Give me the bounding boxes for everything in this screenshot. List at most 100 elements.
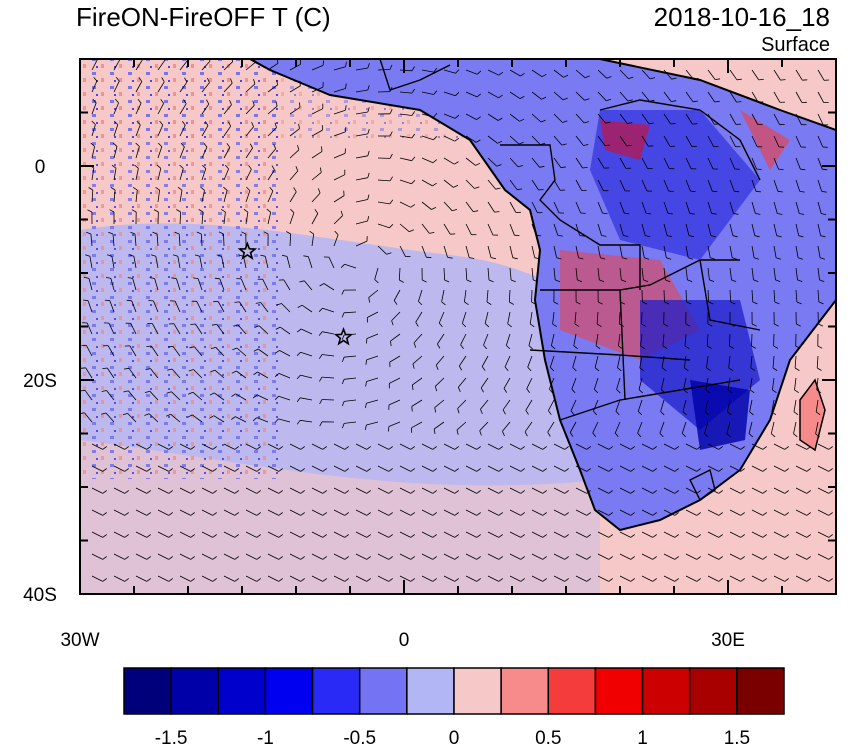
wind-barb-flag: [628, 76, 634, 79]
wind-barb-flag: [278, 578, 283, 582]
wind-barb-flag: [126, 299, 132, 302]
wind-barb: [531, 69, 543, 78]
wind-barb-flag: [454, 114, 460, 119]
wind-barb: [398, 267, 401, 281]
wind-barb-flag: [410, 490, 415, 494]
wind-barb: [179, 81, 188, 93]
wind-barb: [105, 412, 115, 423]
wind-barb-flag: [460, 344, 464, 349]
wind-barb-flag: [693, 78, 699, 80]
wind-barb: [527, 355, 533, 368]
wind-barb-flag: [145, 368, 151, 370]
wind-barb: [311, 86, 324, 93]
wind-barb: [817, 91, 825, 103]
wind-barb: [465, 91, 478, 98]
wind-barb-flag: [710, 257, 716, 260]
wind-barb: [366, 377, 379, 382]
wind-barb: [685, 465, 697, 472]
wind-barb: [706, 355, 709, 368]
wind-barb-flag: [534, 257, 540, 260]
wind-barb-flag: [696, 556, 701, 560]
wind-barb: [236, 347, 247, 357]
wind-barb: [399, 443, 411, 450]
wind-barb: [751, 245, 755, 258]
wind-barb-flag: [433, 67, 438, 73]
wind-barb-flag: [124, 446, 129, 450]
wind-barb: [245, 147, 253, 159]
wind-barb-flag: [704, 411, 710, 416]
wind-barb: [641, 509, 653, 516]
wind-barb-flag: [661, 389, 666, 394]
wind-barb-flag: [821, 213, 827, 215]
wind-barb: [597, 531, 609, 538]
wind-barb: [171, 391, 181, 401]
wind-barb: [279, 326, 291, 335]
wind-barb-flag: [526, 388, 531, 394]
wind-barb: [641, 575, 653, 582]
wind-barb: [773, 553, 785, 560]
wind-barb: [553, 179, 561, 191]
wind-barb-flag: [818, 323, 824, 327]
wind-barb-flag: [548, 388, 553, 394]
wind-barb-flag: [692, 100, 698, 103]
wind-barb: [113, 81, 120, 93]
wind-barb-flag: [476, 446, 481, 450]
wind-barb-flag: [432, 446, 437, 450]
wind-barb-flag: [674, 534, 679, 538]
wind-barb: [399, 157, 412, 162]
wind-barb: [817, 553, 829, 560]
wind-barb: [389, 355, 401, 363]
wind-barb-flag: [670, 123, 676, 125]
wind-barb-flag: [198, 209, 204, 213]
wind-barb: [91, 102, 97, 115]
wind-barb: [333, 215, 343, 225]
wind-barb: [597, 223, 602, 236]
wind-barb: [729, 135, 736, 147]
wind-barb: [597, 91, 607, 101]
wind-barb-flag: [564, 578, 569, 582]
wind-barb: [749, 399, 753, 412]
wind-barb: [257, 348, 269, 357]
wind-barb: [279, 350, 291, 357]
wind-barb: [773, 531, 785, 538]
wind-barb: [509, 201, 517, 213]
wind-barb: [795, 487, 807, 494]
wind-barb: [245, 531, 257, 538]
wind-barb: [91, 146, 95, 159]
wind-barb: [548, 399, 555, 411]
wind-barb-flag: [560, 166, 567, 169]
wind-barb: [421, 487, 433, 494]
wind-barb: [751, 157, 757, 170]
wind-barb: [311, 65, 324, 71]
wind-barb-flag: [275, 101, 278, 107]
wind-barb-flag: [410, 512, 415, 516]
wind-barb-flag: [390, 341, 392, 347]
wind-barb-flag: [296, 374, 301, 380]
wind-barb-flag: [740, 446, 745, 450]
wind-barb-flag: [188, 391, 193, 395]
warm-patch-2: [740, 110, 790, 170]
wind-barb: [571, 377, 577, 390]
wind-barb: [344, 421, 357, 424]
wind-barb: [176, 278, 181, 291]
wind-barb-flag: [517, 165, 524, 168]
wind-barb: [374, 267, 379, 280]
wind-barb: [333, 174, 345, 181]
wind-barb: [707, 69, 716, 80]
wind-barbs: [80, 59, 833, 582]
wind-barb: [531, 91, 542, 100]
wind-barb-flag: [234, 490, 239, 494]
wind-barb-flag: [296, 328, 302, 333]
wind-barb-flag: [497, 117, 503, 121]
wind-barb-flag: [556, 257, 562, 260]
wind-barb: [157, 146, 163, 159]
wind-barb-flag: [520, 578, 525, 582]
wind-barb: [289, 106, 301, 115]
wind-barb-flag: [794, 367, 800, 371]
wind-barb: [707, 575, 719, 582]
wind-barb-flag: [105, 277, 111, 279]
wind-barb: [377, 443, 389, 450]
wind-barb-flag: [276, 303, 282, 306]
wind-barb-flag: [243, 208, 249, 213]
wind-barb: [311, 129, 323, 137]
